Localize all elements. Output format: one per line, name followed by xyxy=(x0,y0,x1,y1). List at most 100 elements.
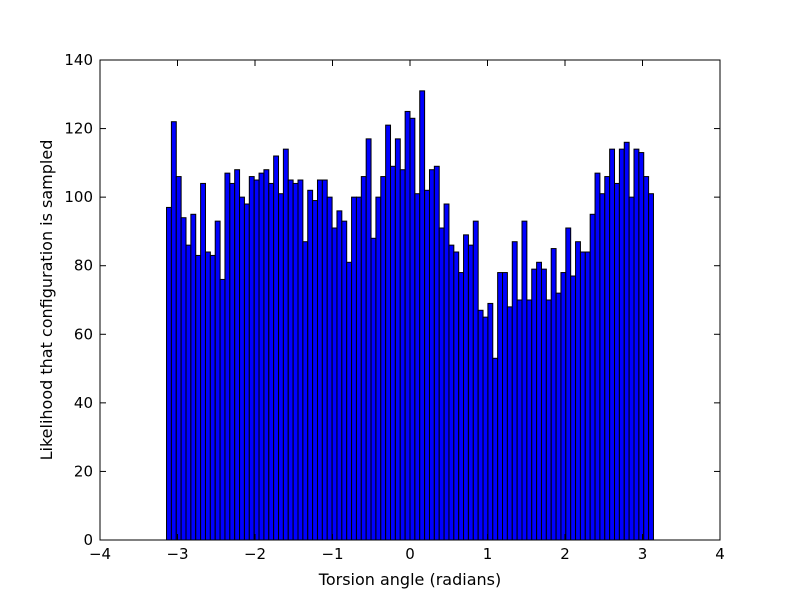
histogram-bar xyxy=(316,179,323,541)
histogram-bar xyxy=(648,193,654,541)
histogram-bar xyxy=(224,172,231,541)
histogram-bar xyxy=(584,251,591,541)
histogram-bar xyxy=(278,193,284,541)
histogram-bar xyxy=(248,176,255,541)
histogram-bar xyxy=(633,148,640,541)
histogram-bar xyxy=(516,299,523,541)
histogram-bar xyxy=(467,244,474,541)
histogram-bar xyxy=(565,227,572,541)
histogram-bar xyxy=(258,172,265,541)
histogram-bar xyxy=(346,261,353,541)
x-tick-label: −2 xyxy=(244,545,266,563)
histogram-bar xyxy=(229,182,236,541)
histogram-bar xyxy=(579,251,586,541)
y-tick-label: 0 xyxy=(83,531,93,549)
histogram-bar xyxy=(365,138,372,541)
histogram-bar xyxy=(341,220,348,541)
histogram-bar xyxy=(239,196,245,541)
histogram-bar xyxy=(438,227,445,541)
histogram-bar xyxy=(458,272,465,541)
histogram-bar xyxy=(555,292,562,541)
histogram-bar xyxy=(268,182,275,541)
histogram-bar xyxy=(170,121,177,541)
histogram-bar xyxy=(209,254,216,541)
y-tick-label: 80 xyxy=(74,257,93,275)
histogram-bar xyxy=(380,176,387,541)
histogram-bar xyxy=(390,165,396,541)
histogram-bar xyxy=(166,206,172,541)
histogram-bar xyxy=(214,220,221,541)
histogram-bar xyxy=(375,196,382,541)
histogram-bar xyxy=(502,272,508,541)
histogram-bar xyxy=(433,165,440,541)
histogram-bar xyxy=(326,196,333,541)
x-tick-label: −3 xyxy=(166,545,188,563)
x-axis-label: Torsion angle (radians) xyxy=(318,570,501,589)
histogram-bar xyxy=(175,176,182,541)
histogram-bar xyxy=(409,117,416,541)
histogram-bar xyxy=(536,261,542,541)
histogram-bar xyxy=(307,189,314,541)
histogram-bar xyxy=(399,169,406,541)
histogram-bar xyxy=(424,189,430,541)
histogram-bar xyxy=(253,179,260,541)
histogram-bar xyxy=(618,148,625,541)
histogram-bar xyxy=(292,182,299,541)
histogram-bar xyxy=(526,299,533,541)
histogram-bar xyxy=(404,110,411,541)
histogram-bar xyxy=(331,227,338,541)
histogram-bar xyxy=(360,176,367,541)
histogram-bar xyxy=(453,251,460,541)
histogram-bars xyxy=(166,90,654,541)
histogram-bar xyxy=(638,152,645,541)
histogram-bar xyxy=(531,268,538,541)
histogram-bar xyxy=(419,90,426,541)
histogram-bar xyxy=(511,241,518,541)
histogram-bar xyxy=(287,179,294,541)
histogram-bar xyxy=(336,210,343,541)
histogram-bar xyxy=(492,357,499,541)
histogram-bar xyxy=(443,203,450,541)
histogram-bar xyxy=(497,272,504,541)
histogram-bar xyxy=(273,155,280,541)
histogram-bar xyxy=(185,244,192,541)
histogram-bar xyxy=(263,169,270,541)
y-axis-ticks: 0 20 40 60 80 100 120 140 xyxy=(64,51,720,549)
y-tick-label: 60 xyxy=(74,325,93,343)
histogram-bar xyxy=(550,248,557,541)
histogram-bar xyxy=(487,302,494,541)
histogram-bar xyxy=(195,254,202,541)
histogram-bar xyxy=(477,309,484,541)
histogram-bar xyxy=(599,193,606,541)
histogram-bar xyxy=(302,241,309,541)
histogram-bar xyxy=(643,176,650,541)
histogram-bar xyxy=(180,217,187,541)
x-tick-label: 4 xyxy=(715,545,725,563)
histogram-bar xyxy=(312,200,318,541)
histogram-bar xyxy=(463,234,469,541)
x-tick-label: 1 xyxy=(483,545,493,563)
histogram-bar xyxy=(604,176,611,541)
histogram-bar xyxy=(472,220,479,541)
histogram-bar xyxy=(234,169,241,541)
histogram-bar xyxy=(570,275,577,541)
histogram-bar xyxy=(355,196,362,541)
histogram-bar xyxy=(351,196,357,541)
x-tick-label: 0 xyxy=(405,545,415,563)
histogram-bar xyxy=(428,169,435,541)
y-tick-label: 20 xyxy=(74,462,93,480)
histogram-bar xyxy=(297,179,304,541)
histogram-bar xyxy=(589,213,596,541)
x-axis-ticks: −4 −3 −2 −1 0 1 2 3 4 xyxy=(89,60,725,563)
histogram-bar xyxy=(282,148,289,541)
y-tick-label: 140 xyxy=(64,51,93,69)
y-tick-label: 100 xyxy=(64,188,93,206)
y-axis-label: Likelihood that configuration is sampled xyxy=(37,140,56,461)
histogram-bar xyxy=(414,193,421,541)
x-tick-label: 2 xyxy=(560,545,570,563)
x-tick-label: −1 xyxy=(321,545,343,563)
histogram-bar xyxy=(190,213,197,541)
histogram-bar xyxy=(482,316,489,541)
histogram-bar xyxy=(219,278,226,541)
